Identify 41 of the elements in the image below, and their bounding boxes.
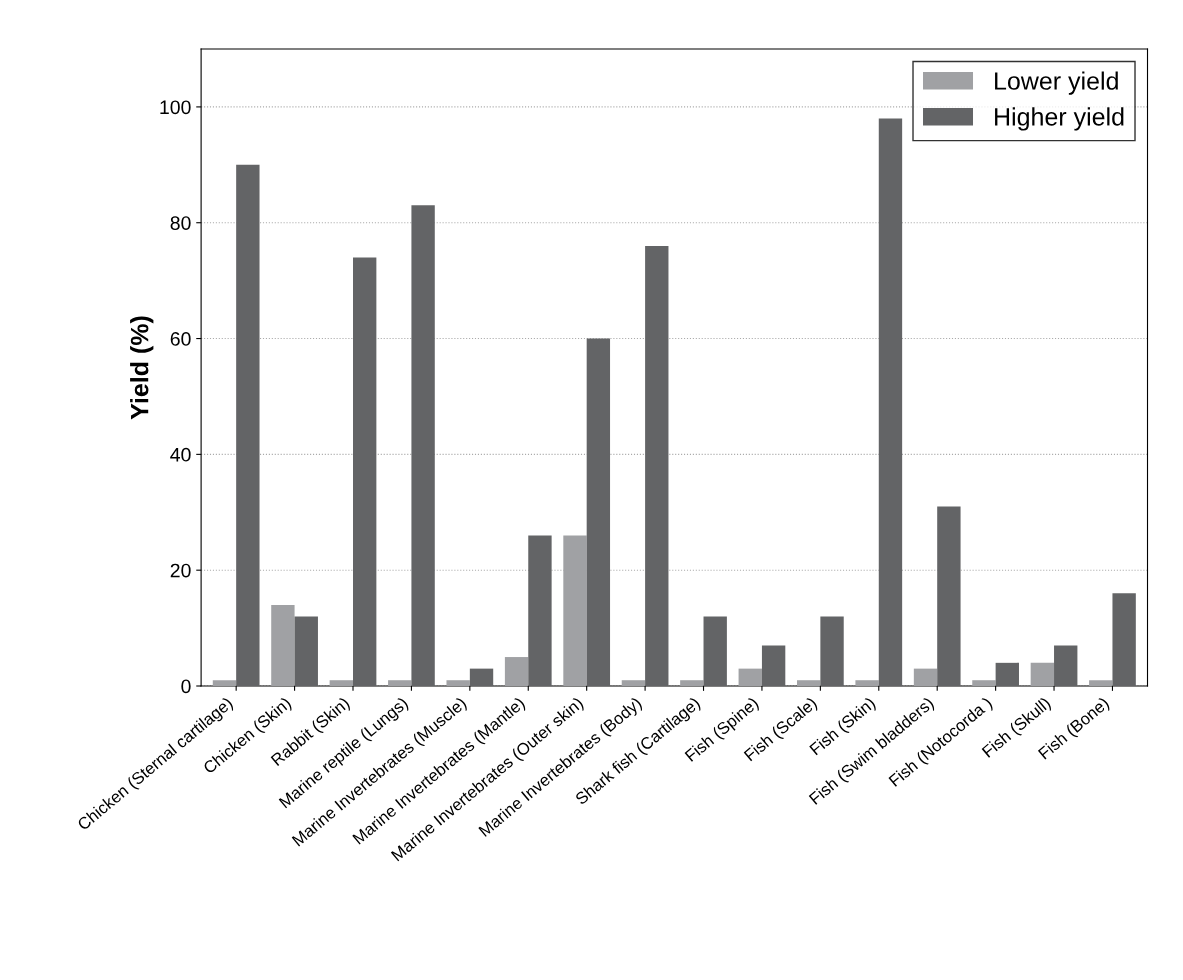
y-tick-label: 60 — [170, 332, 191, 346]
bar — [586, 338, 611, 686]
bar — [411, 205, 435, 686]
y-axis-title: Yield (%) — [130, 316, 154, 420]
bar — [703, 616, 727, 686]
bar — [294, 616, 318, 686]
bar — [271, 604, 295, 686]
bar — [504, 657, 529, 686]
bar — [738, 668, 762, 686]
bar — [878, 118, 903, 686]
y-tick-label: 0 — [181, 679, 191, 694]
bar — [937, 506, 961, 686]
bar — [645, 245, 669, 686]
bar — [563, 535, 587, 686]
bar — [388, 680, 412, 686]
bar — [855, 680, 879, 686]
bar — [761, 645, 786, 686]
bar — [820, 616, 844, 686]
bar — [353, 257, 377, 686]
legend-label: Higher yield — [995, 107, 1124, 131]
bar — [621, 680, 646, 686]
legend-label: Lower yield — [995, 71, 1118, 95]
y-tick-label: 40 — [170, 447, 191, 462]
bar — [913, 668, 938, 686]
bar — [212, 680, 237, 686]
bar — [1112, 593, 1136, 686]
bar — [972, 680, 996, 686]
bar — [469, 668, 494, 686]
bar — [446, 680, 470, 686]
bar — [329, 680, 353, 686]
bar — [680, 680, 704, 686]
y-tick-label: 100 — [160, 100, 191, 115]
bar — [1030, 662, 1055, 686]
bar — [995, 662, 1019, 686]
y-tick-label: 80 — [170, 216, 191, 230]
bar — [236, 164, 260, 686]
bar — [796, 680, 821, 686]
y-tick-label: 20 — [170, 563, 191, 578]
bar — [528, 535, 552, 686]
bar — [1089, 680, 1113, 686]
bar — [1054, 645, 1078, 686]
